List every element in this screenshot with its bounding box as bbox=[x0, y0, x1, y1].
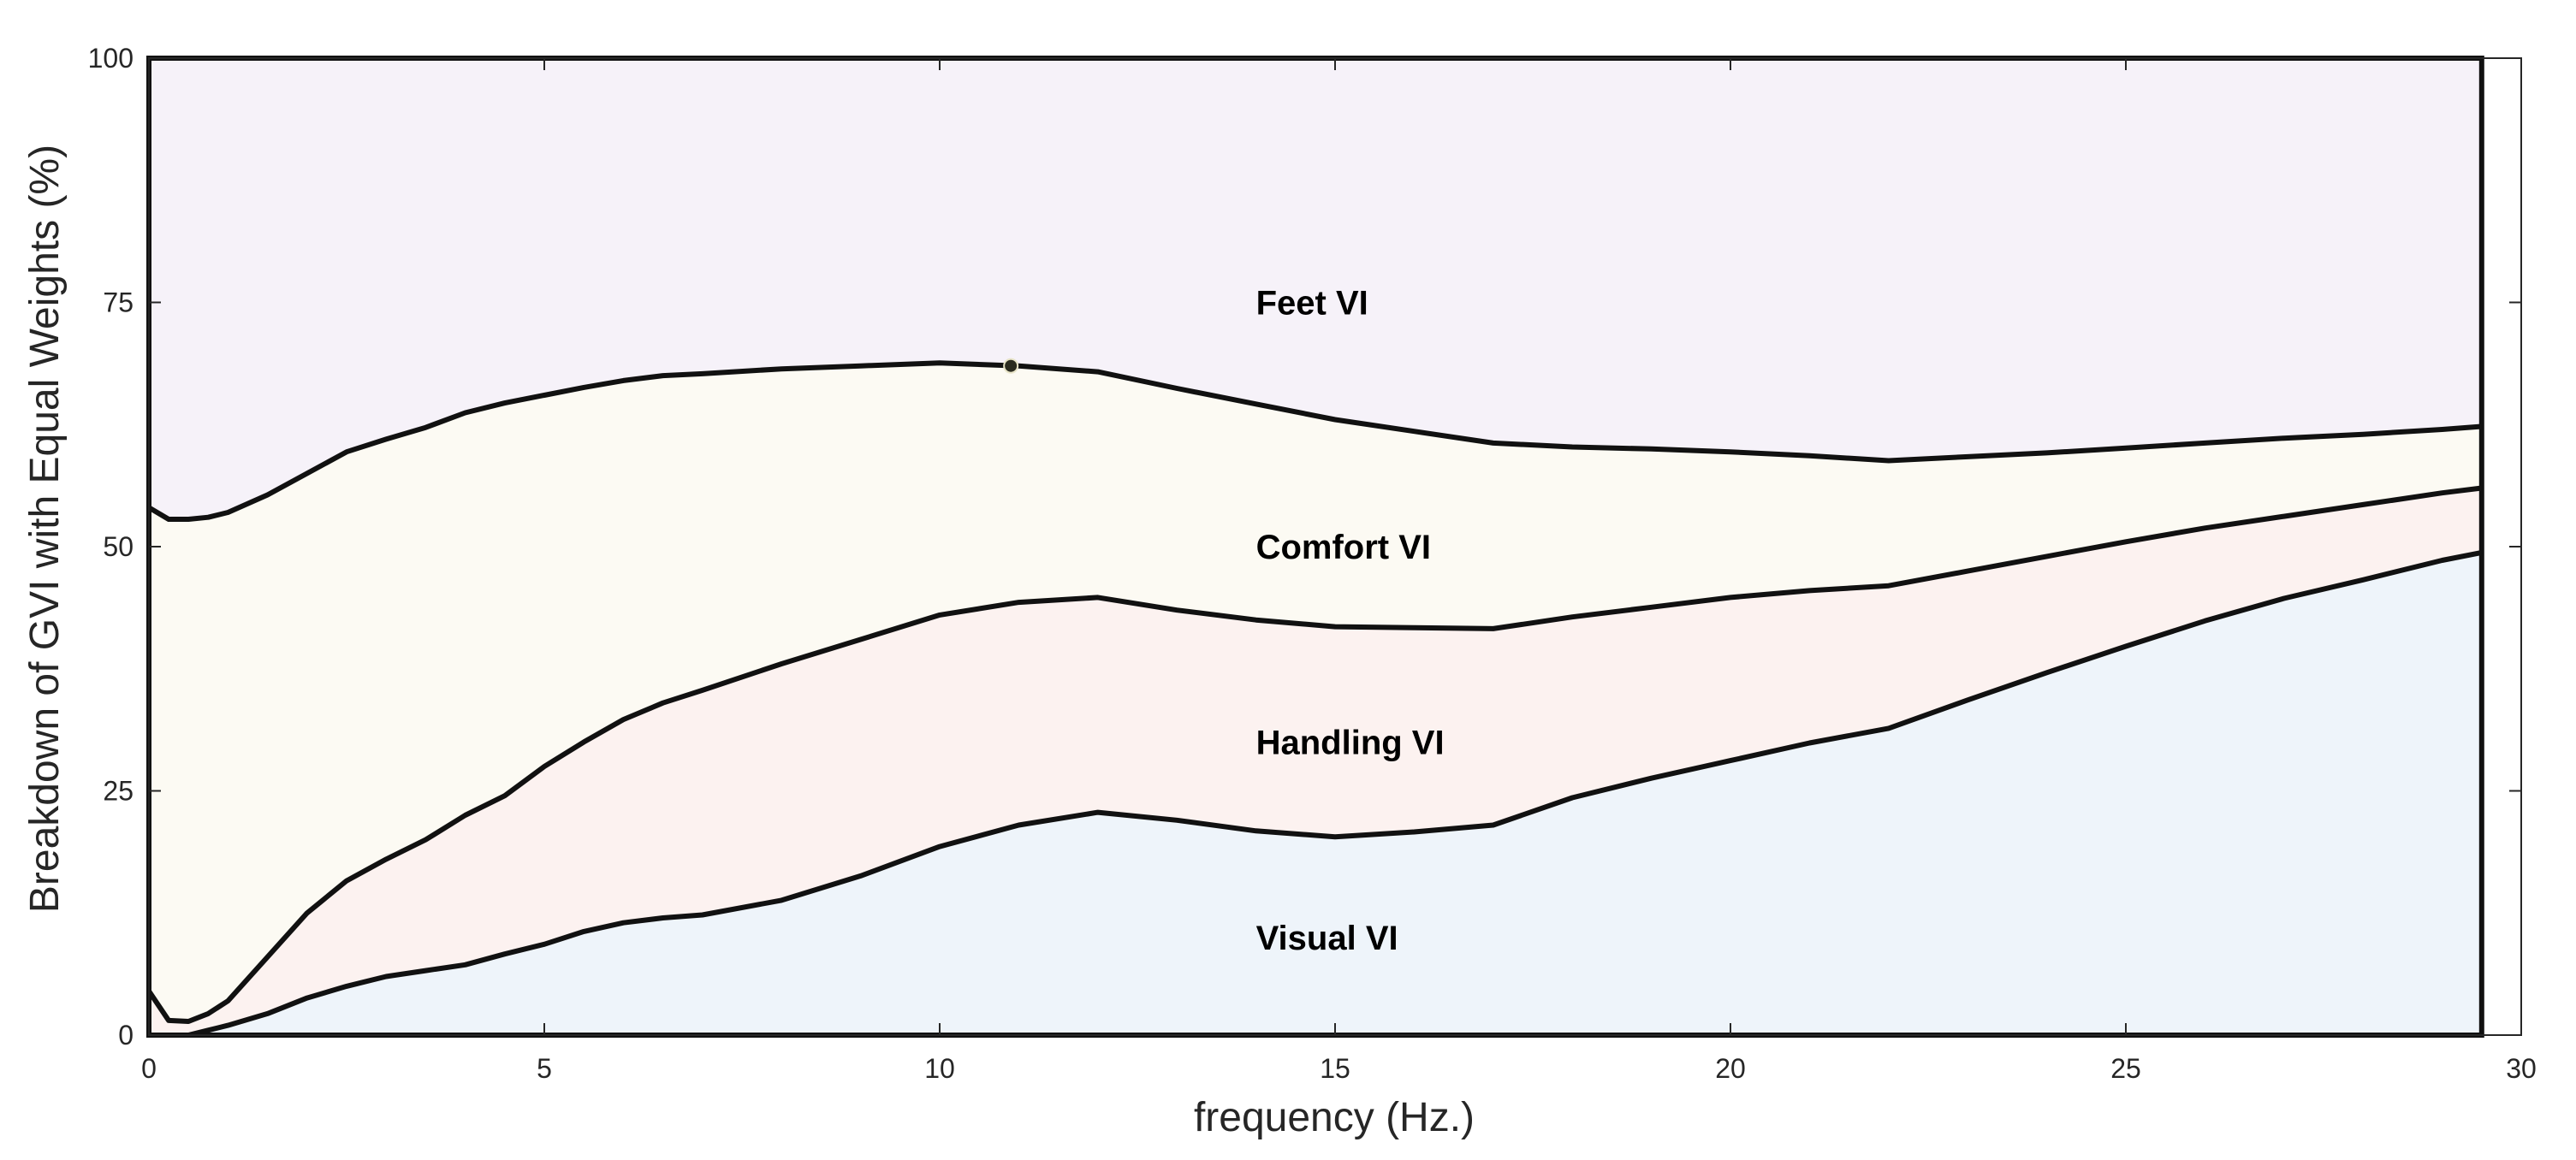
area-handling bbox=[149, 488, 2482, 1035]
region-label: Comfort VI bbox=[1256, 529, 1431, 566]
x-tick-label: 25 bbox=[2110, 1053, 2141, 1084]
x-tick-label: 0 bbox=[141, 1053, 157, 1084]
area-layers bbox=[149, 58, 2482, 1035]
x-tick-label: 5 bbox=[537, 1053, 552, 1084]
region-labels: Feet VI Comfort VI Handling VI Visual VI bbox=[1256, 285, 1445, 957]
region-label: Visual VI bbox=[1256, 920, 1398, 957]
boundary-lines bbox=[146, 360, 2483, 1038]
x-tick-label: 20 bbox=[1715, 1053, 1746, 1084]
y-tick-label: 0 bbox=[118, 1020, 134, 1051]
area-feet bbox=[149, 58, 2482, 519]
y-axis-title: Breakdown of GVI with Equal Weights (%) bbox=[22, 145, 68, 913]
region-label: Feet VI bbox=[1256, 285, 1368, 323]
y-tick-label: 25 bbox=[103, 776, 134, 807]
x-axis-title: frequency (Hz.) bbox=[1194, 1095, 1475, 1140]
region-label: Handling VI bbox=[1256, 724, 1445, 761]
x-tick-label: 30 bbox=[2506, 1053, 2537, 1084]
y-tick-label: 100 bbox=[88, 43, 134, 74]
axis-ticks: 0 5 10 15 20 25 30 0 25 50 75 100 bbox=[88, 43, 2537, 1084]
y-tick-label: 50 bbox=[103, 531, 134, 562]
boundary-line-visual bbox=[149, 549, 2483, 1038]
boundary-line-comfort bbox=[147, 360, 2483, 522]
marker-layer bbox=[1003, 358, 1019, 374]
x-tick-label: 10 bbox=[924, 1053, 955, 1084]
x-tick-label: 15 bbox=[1320, 1053, 1350, 1084]
boundary-line-handling bbox=[146, 485, 2483, 1024]
data-point-marker bbox=[1003, 358, 1019, 374]
y-tick-label: 75 bbox=[103, 287, 134, 318]
area-visual bbox=[149, 552, 2482, 1035]
area-comfort bbox=[149, 363, 2482, 1021]
